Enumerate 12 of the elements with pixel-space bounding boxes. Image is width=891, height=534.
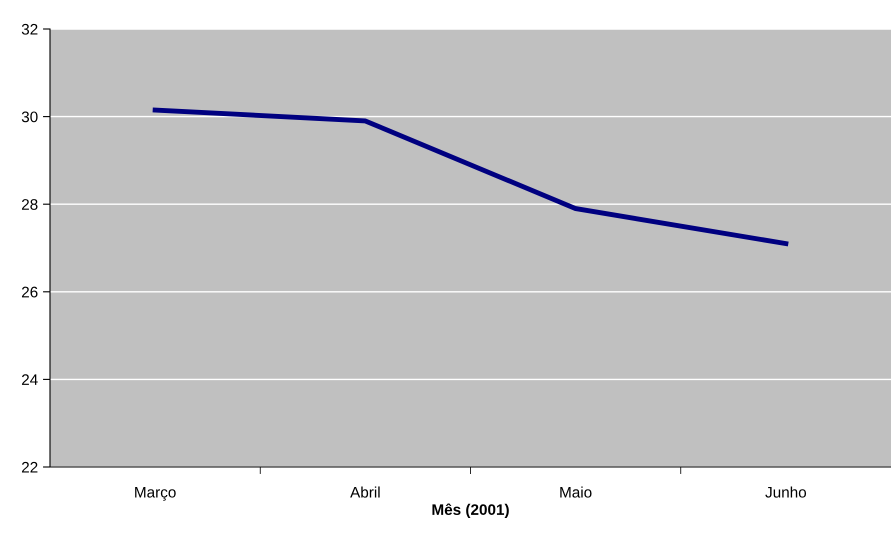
y-tick-label: 26 (22, 286, 38, 298)
y-tick-label: 32 (22, 24, 38, 35)
y-tick-label: 28 (22, 199, 38, 210)
x-tick-label: Maio (560, 486, 592, 498)
line-series (152, 108, 788, 246)
y-tick-label: 24 (22, 374, 38, 385)
y-tick-label: 22 (22, 462, 38, 473)
x-axis-title: Mês (2001) (432, 503, 509, 518)
y-tick-label: 30 (22, 111, 38, 122)
x-tick-label: Junho (765, 486, 806, 498)
x-tick-label: Março (135, 486, 176, 501)
x-tick-label: Abril (350, 486, 380, 498)
